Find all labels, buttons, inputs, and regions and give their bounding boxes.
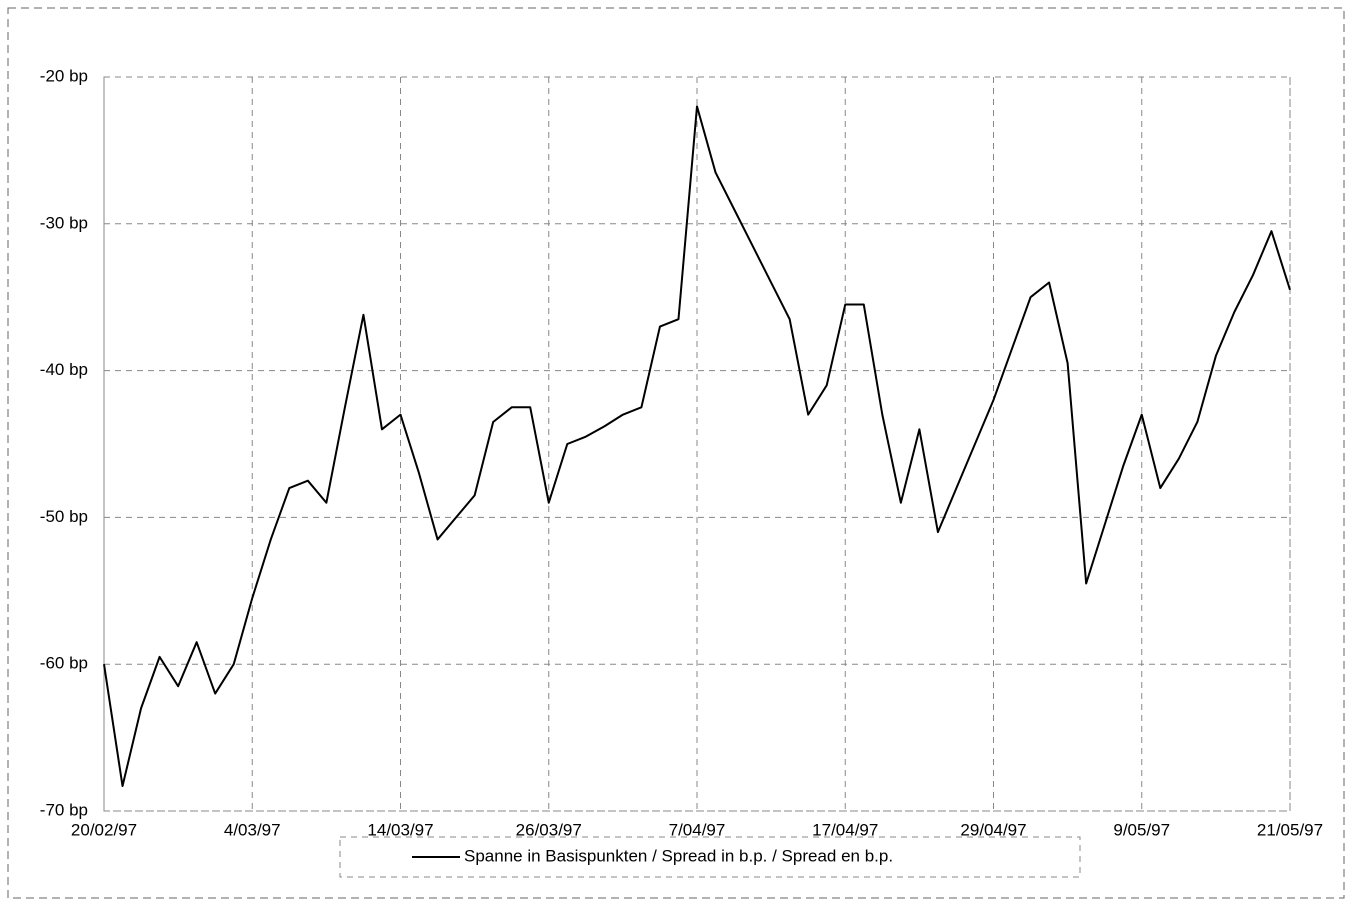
x-tick-label: 17/04/97 — [812, 820, 878, 839]
y-tick-label: -70 bp — [40, 800, 88, 819]
line — [103, 105, 1291, 788]
y-tick-label: -50 bp — [40, 507, 88, 526]
x-tick-label: 7/04/97 — [669, 820, 726, 839]
y-tick-label: -30 bp — [40, 213, 88, 232]
chart-border — [7, 7, 1345, 899]
x-tick-label: 29/04/97 — [960, 820, 1026, 839]
y-tick-label: -40 bp — [40, 360, 88, 379]
legend-label: Spanne in Basispunkten / Spread in b.p. … — [464, 846, 893, 865]
y-tick-label: -60 bp — [40, 654, 88, 673]
x-tick-label: 21/05/97 — [1257, 820, 1323, 839]
legend-box — [339, 836, 1081, 878]
y-tick-label: -20 bp — [40, 66, 88, 85]
x-tick-label: 9/05/97 — [1113, 820, 1170, 839]
x-tick-label: 4/03/97 — [224, 820, 281, 839]
x-tick-label: 20/02/97 — [71, 820, 137, 839]
x-tick-label: 26/03/97 — [516, 820, 582, 839]
x-tick-label: 14/03/97 — [367, 820, 433, 839]
